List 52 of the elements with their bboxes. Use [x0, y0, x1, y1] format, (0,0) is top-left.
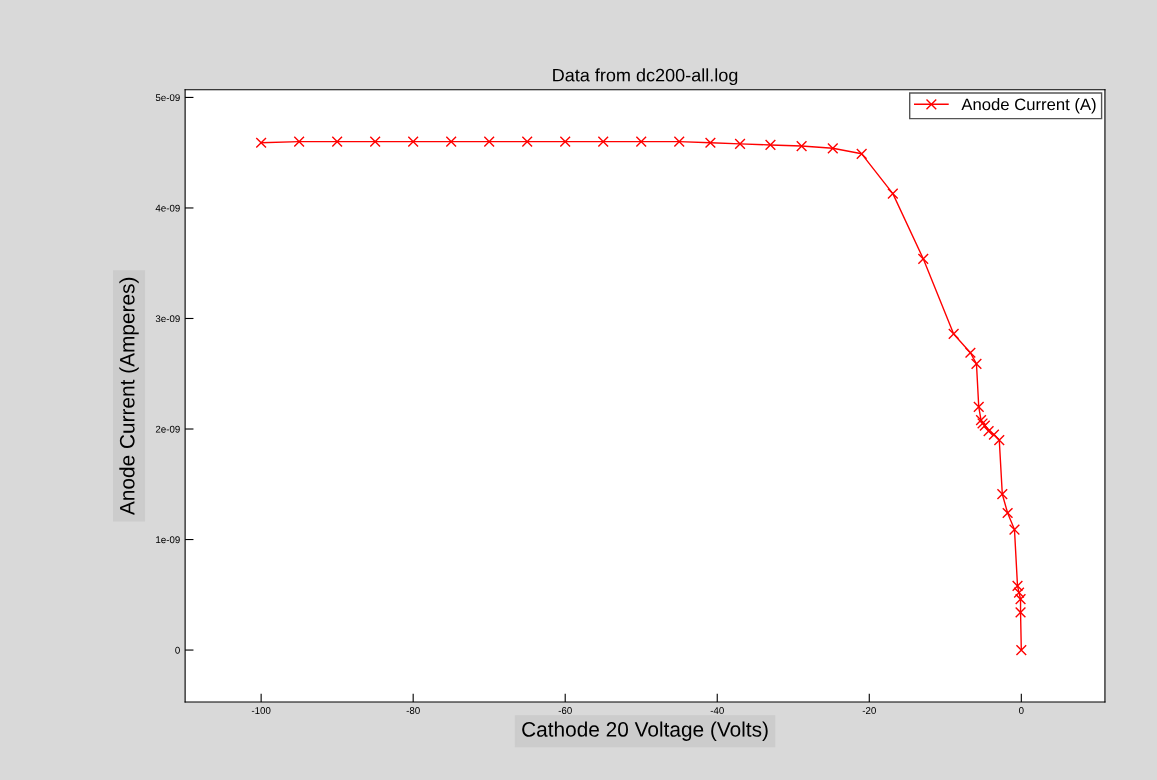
legend-label: Anode Current (A) [961, 98, 1096, 114]
point [673, 136, 685, 148]
y-tick-label: 4e-09 [155, 204, 180, 212]
point [734, 138, 746, 150]
point [1011, 580, 1024, 592]
point [407, 136, 419, 148]
point [559, 136, 571, 148]
point [917, 253, 929, 265]
x-tick-label: -100 [251, 707, 271, 714]
point [521, 136, 533, 148]
y-tick-label: 3e-09 [155, 315, 180, 323]
x-tick-label: 0 [1018, 707, 1024, 714]
point [597, 136, 609, 148]
point [331, 136, 343, 148]
y-tick-label: 1e-09 [156, 536, 180, 544]
x-tick-label: -40 [710, 707, 724, 714]
point [970, 358, 983, 370]
point [704, 137, 716, 149]
point [369, 136, 381, 148]
point [483, 136, 495, 148]
point [856, 148, 868, 160]
point [973, 401, 985, 413]
point [1008, 524, 1021, 536]
y-tick-label: 2e-09 [155, 425, 180, 433]
point [983, 425, 995, 437]
point [1013, 587, 1025, 599]
point [764, 139, 777, 151]
point [948, 328, 960, 340]
point [964, 347, 976, 359]
point [975, 414, 987, 426]
point [635, 136, 647, 148]
chart-title: Data from dc200-all.log [553, 68, 738, 86]
point [796, 140, 808, 152]
x-tick-label: -20 [862, 707, 876, 714]
point [827, 142, 839, 154]
point [1014, 593, 1027, 605]
point [993, 434, 1005, 446]
point [445, 136, 457, 148]
point [1015, 644, 1027, 656]
y-axis-title: Anode Current (Amperes) [119, 277, 139, 516]
x-tick-label: -60 [558, 707, 572, 714]
point [988, 428, 1000, 441]
point [1014, 606, 1027, 619]
y-tick-label: 0 [175, 646, 180, 654]
point [887, 188, 899, 200]
point [1002, 507, 1014, 519]
point [293, 136, 305, 148]
point [996, 488, 1008, 500]
y-tick-label: 5e-09 [155, 94, 180, 102]
x-tick-label: -80 [406, 707, 420, 714]
point [255, 137, 267, 149]
x-axis-title: Cathode 20 Voltage (Volts) [522, 721, 768, 741]
